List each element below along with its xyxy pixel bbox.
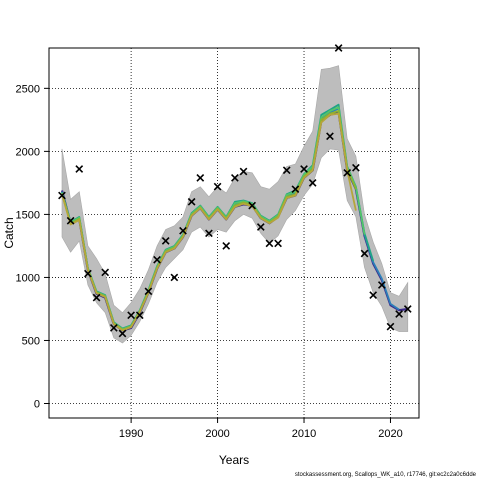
observed-point-24 xyxy=(265,239,274,248)
y-tick-label-5: 2500 xyxy=(16,83,40,95)
y-axis: 0 500 1000 1500 2000 2500 xyxy=(16,83,49,411)
observed-point-8 xyxy=(127,311,135,320)
observed-point-29 xyxy=(308,179,317,187)
observed-point-2 xyxy=(75,165,84,173)
x-tick-label-3: 2020 xyxy=(378,428,402,440)
observed-point-20 xyxy=(230,173,239,182)
observed-point-35 xyxy=(369,291,378,299)
y-tick-label-4: 2000 xyxy=(16,146,40,158)
observed-point-26 xyxy=(282,166,291,175)
x-axis-title: Years xyxy=(219,453,249,467)
observed-point-19 xyxy=(222,242,231,250)
observed-point-38 xyxy=(395,310,403,318)
observed-point-28 xyxy=(300,165,308,173)
y-axis-title: Catch xyxy=(2,217,16,248)
observed-point-15 xyxy=(187,197,196,206)
observed-point-21 xyxy=(239,167,248,176)
observed-point-13 xyxy=(170,273,179,282)
observed-point-7 xyxy=(118,329,127,338)
observed-point-9 xyxy=(135,311,144,320)
y-tick-label-0: 0 xyxy=(34,399,40,411)
observed-point-30 xyxy=(326,132,334,141)
observed-point-25 xyxy=(274,239,282,248)
x-tick-label-2: 2010 xyxy=(292,428,316,440)
y-tick-label-3: 1500 xyxy=(16,209,40,221)
observed-point-34 xyxy=(360,249,369,258)
observed-point-10 xyxy=(144,287,153,296)
observed-point-4 xyxy=(92,293,101,302)
observed-point-16 xyxy=(196,173,205,182)
footer-credit: stockassessment.org, Scallops_WK_a10, r1… xyxy=(294,472,476,478)
observed-point-14 xyxy=(179,226,187,235)
observed-point-33 xyxy=(352,163,360,172)
observed-point-12 xyxy=(161,237,170,245)
observed-point-37 xyxy=(386,322,395,331)
observed-point-1 xyxy=(66,216,75,225)
observed-point-6 xyxy=(109,323,118,332)
observed-point-0 xyxy=(58,191,66,200)
plot-background xyxy=(49,48,419,418)
x-axis: 1990 2000 2010 2020 xyxy=(119,418,403,440)
observed-point-23 xyxy=(256,223,265,231)
series-lines xyxy=(60,103,408,332)
observed-point-22 xyxy=(248,201,257,210)
plot-frame xyxy=(48,47,420,419)
series-line-5 xyxy=(61,112,357,332)
observed-point-17 xyxy=(205,229,213,238)
observed-point-18 xyxy=(213,182,222,191)
observed-point-27 xyxy=(291,185,300,194)
observed-point-32 xyxy=(343,168,352,177)
observed-point-3 xyxy=(84,269,92,278)
x-tick-label-1: 2000 xyxy=(205,428,229,440)
observed-point-11 xyxy=(153,255,161,264)
y-tick-label-1: 500 xyxy=(22,335,40,347)
observed-point-39 xyxy=(403,305,412,313)
observed-point-36 xyxy=(377,281,386,289)
x-tick-label-0: 1990 xyxy=(119,428,143,440)
observed-point-5 xyxy=(101,268,110,277)
y-tick-label-2: 1000 xyxy=(16,272,40,284)
